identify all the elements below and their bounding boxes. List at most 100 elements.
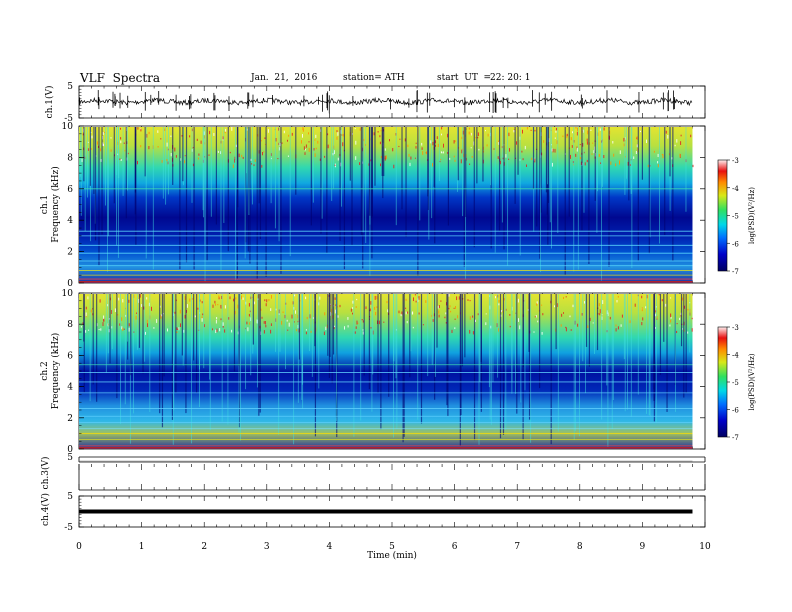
spectrogram-speckle: [475, 320, 476, 322]
spectrogram-speckle: [636, 138, 637, 139]
spectrogram-speckle: [470, 300, 471, 301]
spectrogram-speckle: [505, 154, 506, 158]
colorbar-tick-label: -3: [732, 157, 739, 165]
spectrogram-speckle: [146, 297, 147, 299]
spectrogram-speckle: [225, 132, 226, 134]
spectrogram-speckle: [88, 330, 89, 331]
y-tick-label: 5: [67, 453, 73, 463]
spectrogram-speckle: [221, 308, 222, 309]
spectrogram-speckle: [187, 304, 188, 308]
spectrogram-speckle: [301, 140, 302, 143]
spectrogram-speckle: [416, 301, 417, 303]
spectrogram-speckle: [682, 298, 683, 301]
spectrogram-speckle: [448, 308, 449, 309]
spectrogram-speckle: [405, 308, 406, 309]
spectrogram-speckle: [311, 331, 312, 333]
y-tick-label: 2: [67, 414, 73, 424]
spectrogram-speckle: [86, 313, 87, 317]
spectrogram-speckle: [375, 312, 376, 315]
spectrogram-speckle: [659, 294, 660, 295]
spectrogram-speckle: [380, 164, 381, 167]
spectrogram-speckle: [531, 130, 532, 131]
x-tick-label: 3: [264, 542, 270, 552]
spectrogram-speckle: [324, 312, 325, 315]
vlf-spectra-figure: 5-5ch.1(V)0246810ch.1 Frequency (kHz)-3-4…: [0, 0, 792, 612]
spectrogram-speckle: [140, 129, 141, 132]
spectrogram-speckle: [692, 328, 693, 331]
spectrogram-speckle: [419, 296, 420, 300]
spectrogram-speckle: [416, 143, 417, 144]
y-tick-label: 8: [67, 320, 73, 330]
spectrogram-speckle: [449, 158, 450, 160]
spectrogram-speckle: [475, 137, 476, 138]
spectrogram-speckle: [454, 140, 455, 143]
spectrogram-speckle: [233, 165, 234, 168]
spectrogram-speckle: [355, 128, 356, 129]
spectrogram-speckle: [104, 132, 105, 133]
ch4-waveform-band: [79, 510, 692, 514]
spectrogram-speckle: [576, 127, 577, 129]
ch4-ylabel-line: ch.4(V): [40, 493, 51, 526]
spectrogram-speckle: [498, 303, 499, 305]
y-tick-label: 5: [67, 82, 73, 92]
spectrogram-speckle: [580, 157, 581, 159]
spectrogram-speckle: [440, 159, 441, 160]
spectrogram-speckle: [263, 151, 264, 152]
spectrogram-speckle: [317, 141, 318, 144]
spectrogram-speckle: [518, 299, 519, 303]
spectrogram-speckle: [335, 165, 336, 166]
spectrogram-speckle: [438, 306, 439, 309]
spectrogram-speckle: [216, 320, 217, 323]
spectrogram-speckle: [158, 146, 159, 148]
colorbar-tick-label: -6: [732, 407, 739, 415]
spectrogram-speckle: [450, 305, 451, 307]
spectrogram-speckle: [612, 141, 613, 144]
spectrogram-speckle: [441, 127, 442, 129]
spectrogram-speckle: [423, 324, 424, 325]
spectrogram-speckle: [604, 128, 605, 131]
spectrogram-speckle: [407, 145, 408, 147]
spectrogram-speckle: [508, 159, 509, 160]
spectrogram-speckle: [99, 329, 100, 330]
spectrogram-speckle: [619, 162, 620, 164]
spectrogram-speckle: [508, 133, 509, 136]
spectrogram-speckle: [565, 327, 566, 328]
spectrogram-speckle: [537, 321, 538, 323]
spectrogram-speckle: [642, 317, 643, 320]
spectrogram-speckle: [556, 128, 557, 130]
spectrogram-speckle: [469, 164, 470, 165]
spectrogram-speckle: [563, 312, 564, 314]
spectrogram-speckle: [136, 313, 137, 314]
spectrogram-speckle: [231, 127, 232, 131]
spectrogram-speckle: [324, 156, 325, 158]
spectrogram-speckle: [577, 324, 578, 327]
spectrogram-speckle: [249, 322, 250, 324]
spectrogram-speckle: [534, 331, 535, 332]
spectrogram-speckle: [478, 149, 479, 150]
spectrogram-speckle: [692, 318, 693, 319]
spectrogram-speckle: [658, 164, 659, 167]
spectrogram-speckle: [542, 332, 543, 335]
spectrogram-speckle: [519, 325, 520, 329]
spectrogram-speckle: [129, 323, 130, 326]
spectrogram-speckle: [352, 313, 353, 315]
x-tick-label: 1: [139, 542, 145, 552]
spectrogram-speckle: [587, 160, 588, 162]
spectrogram-speckle: [337, 137, 338, 140]
spectrogram-speckle: [542, 313, 543, 315]
spectrogram-speckle: [160, 138, 161, 139]
spectrogram-speckle: [153, 327, 154, 329]
spectrogram-speckle: [593, 150, 594, 153]
spectrogram-speckle: [535, 316, 536, 317]
spectrogram-speckle: [648, 165, 649, 168]
spectrogram-speckle: [147, 323, 148, 327]
spectrogram-speckle: [289, 323, 290, 327]
spectrogram-speckle: [239, 154, 240, 157]
spectrogram-speckle: [195, 315, 196, 317]
spectrogram-speckle: [572, 145, 573, 148]
spectrogram-speckle: [374, 307, 375, 310]
spectrogram-speckle: [585, 162, 586, 165]
ch1-waveform-line: [79, 98, 692, 105]
spectrogram-speckle: [151, 307, 152, 311]
spectrogram-speckle: [573, 305, 574, 307]
